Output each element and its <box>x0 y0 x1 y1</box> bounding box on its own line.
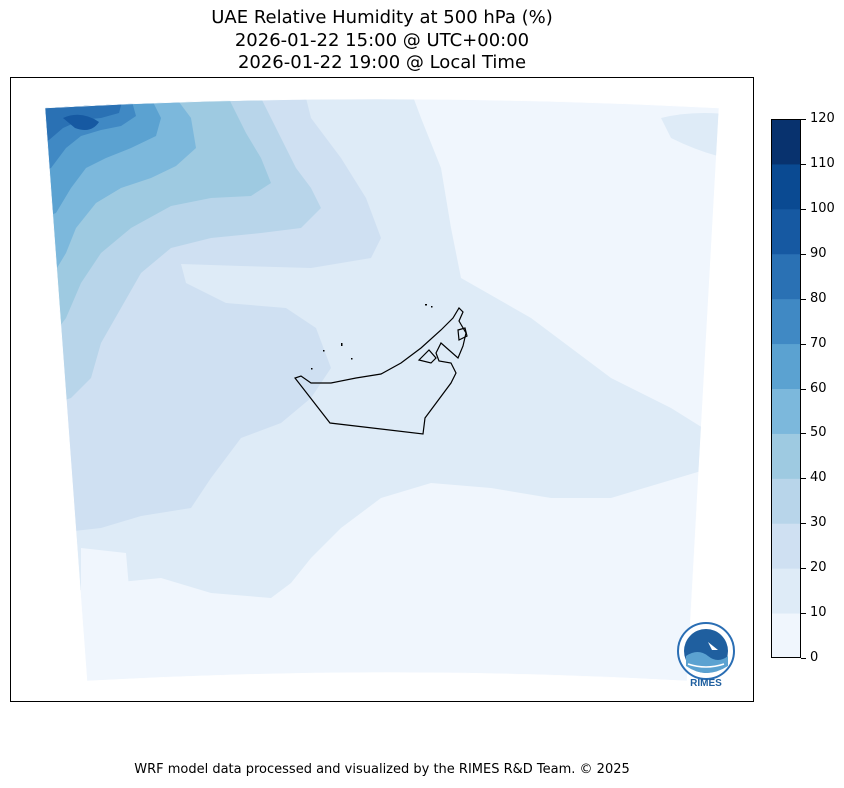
colorbar-tick-label: 70 <box>810 335 827 351</box>
colorbar-tick-label: 0 <box>810 650 819 665</box>
colorbar-tick-label: 110 <box>810 155 835 171</box>
colorbar-border <box>771 119 801 658</box>
colorbar-swatch <box>771 388 801 434</box>
colorbar-tick-label: 30 <box>810 515 827 531</box>
band-10-20-ne <box>661 113 719 163</box>
colorbar-tick-mark <box>801 208 806 210</box>
domain-outline <box>44 98 720 682</box>
humidity-map <box>44 98 720 682</box>
credit-text: WRF model data processed and visualized … <box>134 762 630 777</box>
utc-time-label: 2026-01-22 15:00 @ UTC+00:00 <box>234 30 530 51</box>
rimes-logo: RIMES <box>677 622 735 688</box>
colorbar-swatch <box>771 523 801 569</box>
colorbar-swatch <box>771 253 801 300</box>
colorbar-tick-mark <box>801 253 806 255</box>
colorbar-tick-mark <box>801 298 806 300</box>
colorbar-swatch <box>771 433 801 479</box>
colorbar-tick-mark <box>801 343 806 345</box>
map-frame <box>10 77 754 702</box>
rimes-logo-text: RIMES <box>690 678 722 688</box>
colorbar-tick-label: 40 <box>810 470 827 486</box>
colorbar-tick-mark <box>801 119 806 120</box>
colorbar-swatch <box>771 163 801 210</box>
band-80-90 <box>45 99 123 153</box>
colorbar-tick-mark <box>801 613 806 615</box>
colorbar-swatch <box>771 208 801 255</box>
colorbar-tick-label: 10 <box>810 605 827 621</box>
band-90-100 <box>63 114 99 130</box>
colorbar-tick-label: 120 <box>810 111 835 126</box>
uae-border <box>294 307 468 435</box>
colorbar-tick-label: 90 <box>810 245 827 261</box>
colorbar-tick-mark <box>801 433 806 435</box>
colorbar <box>771 119 801 658</box>
map-title: UAE Relative Humidity at 500 hPa (%) <box>211 7 553 28</box>
colorbar-tick-mark <box>801 388 806 390</box>
colorbar-swatch <box>771 478 801 524</box>
colorbar-tick-label: 50 <box>810 425 827 441</box>
colorbar-tick-mark <box>801 478 806 480</box>
colorbar-swatch <box>771 119 801 165</box>
colorbar-swatch <box>771 298 801 345</box>
colorbar-swatch <box>771 343 801 389</box>
colorbar-tick-mark <box>801 568 806 570</box>
colorbar-swatch <box>771 568 801 614</box>
colorbar-tick-mark <box>801 163 806 165</box>
islands <box>311 304 433 370</box>
colorbar-tick-mark <box>801 658 806 659</box>
colorbar-tick-label: 80 <box>810 290 827 306</box>
colorbar-tick-mark <box>801 523 806 525</box>
low-pocket-sw <box>81 548 129 598</box>
colorbar-tick-label: 60 <box>810 380 827 396</box>
local-time-label: 2026-01-22 19:00 @ Local Time <box>237 52 527 73</box>
colorbar-swatch <box>771 613 801 658</box>
colorbar-tick-label: 100 <box>810 200 835 216</box>
colorbar-tick-label: 20 <box>810 560 827 576</box>
